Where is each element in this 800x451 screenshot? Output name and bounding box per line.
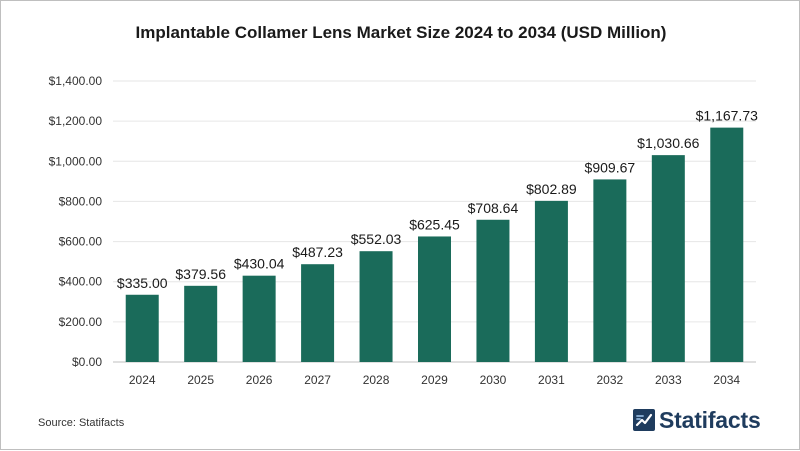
data-label: $430.04 (234, 256, 285, 272)
data-label: $379.56 (175, 266, 226, 282)
bar (301, 264, 335, 362)
x-tick-label: 2025 (187, 373, 214, 387)
data-label: $552.03 (351, 231, 402, 247)
y-tick-label: $1,000.00 (49, 154, 103, 168)
data-label: $1,167.73 (696, 108, 758, 124)
y-tick-label: $0.00 (72, 355, 102, 369)
y-tick-label: $400.00 (59, 275, 103, 289)
data-label: $1,030.66 (637, 135, 699, 151)
brand-logo: Statifacts (633, 405, 761, 435)
bar (359, 251, 393, 362)
x-tick-label: 2030 (480, 373, 507, 387)
bars (125, 127, 744, 362)
x-tick-label: 2029 (421, 373, 448, 387)
y-tick-label: $600.00 (59, 235, 103, 249)
bar (418, 236, 451, 362)
y-tick-label: $1,400.00 (49, 74, 103, 88)
x-tick-label: 2033 (655, 373, 682, 387)
data-labels: $335.00 $379.56 $430.04 $487.23 $552.03 $625.… (117, 108, 758, 291)
x-tick-label: 2026 (246, 373, 273, 387)
x-tick-label: 2028 (363, 373, 390, 387)
data-label: $625.45 (409, 216, 460, 232)
x-tick-label: 2024 (129, 373, 156, 387)
bar (184, 285, 218, 362)
chart-title: Implantable Collamer Lens Market Size 20… (135, 23, 667, 42)
bar (476, 219, 510, 362)
data-label: $708.64 (468, 200, 519, 216)
bar (651, 155, 685, 362)
data-label: $487.23 (292, 244, 343, 260)
x-axis-labels: 2024 2025 2026 2027 2028 2029 2030 2031 2032 2033… (129, 373, 741, 387)
statifacts-logo-icon (633, 409, 655, 431)
y-axis-labels: $0.00 $200.00 $400.00 $600.00 $800.00 $1,000.… (49, 74, 103, 369)
brand-name: Statifacts (659, 406, 761, 433)
data-label: $802.89 (526, 181, 577, 197)
bar (534, 200, 568, 362)
x-tick-label: 2034 (713, 373, 740, 387)
x-tick-label: 2031 (538, 373, 565, 387)
y-tick-label: $800.00 (59, 194, 103, 208)
bar (242, 275, 276, 362)
source-note: Source: Statifacts (38, 417, 125, 429)
data-label: $335.00 (117, 275, 168, 291)
data-label: $909.67 (585, 159, 636, 175)
bar (710, 127, 744, 362)
x-tick-label: 2027 (304, 373, 331, 387)
y-tick-label: $200.00 (59, 315, 103, 329)
bar (125, 294, 159, 362)
x-tick-label: 2032 (597, 373, 624, 387)
y-tick-label: $1,200.00 (49, 114, 103, 128)
bar (593, 179, 627, 362)
